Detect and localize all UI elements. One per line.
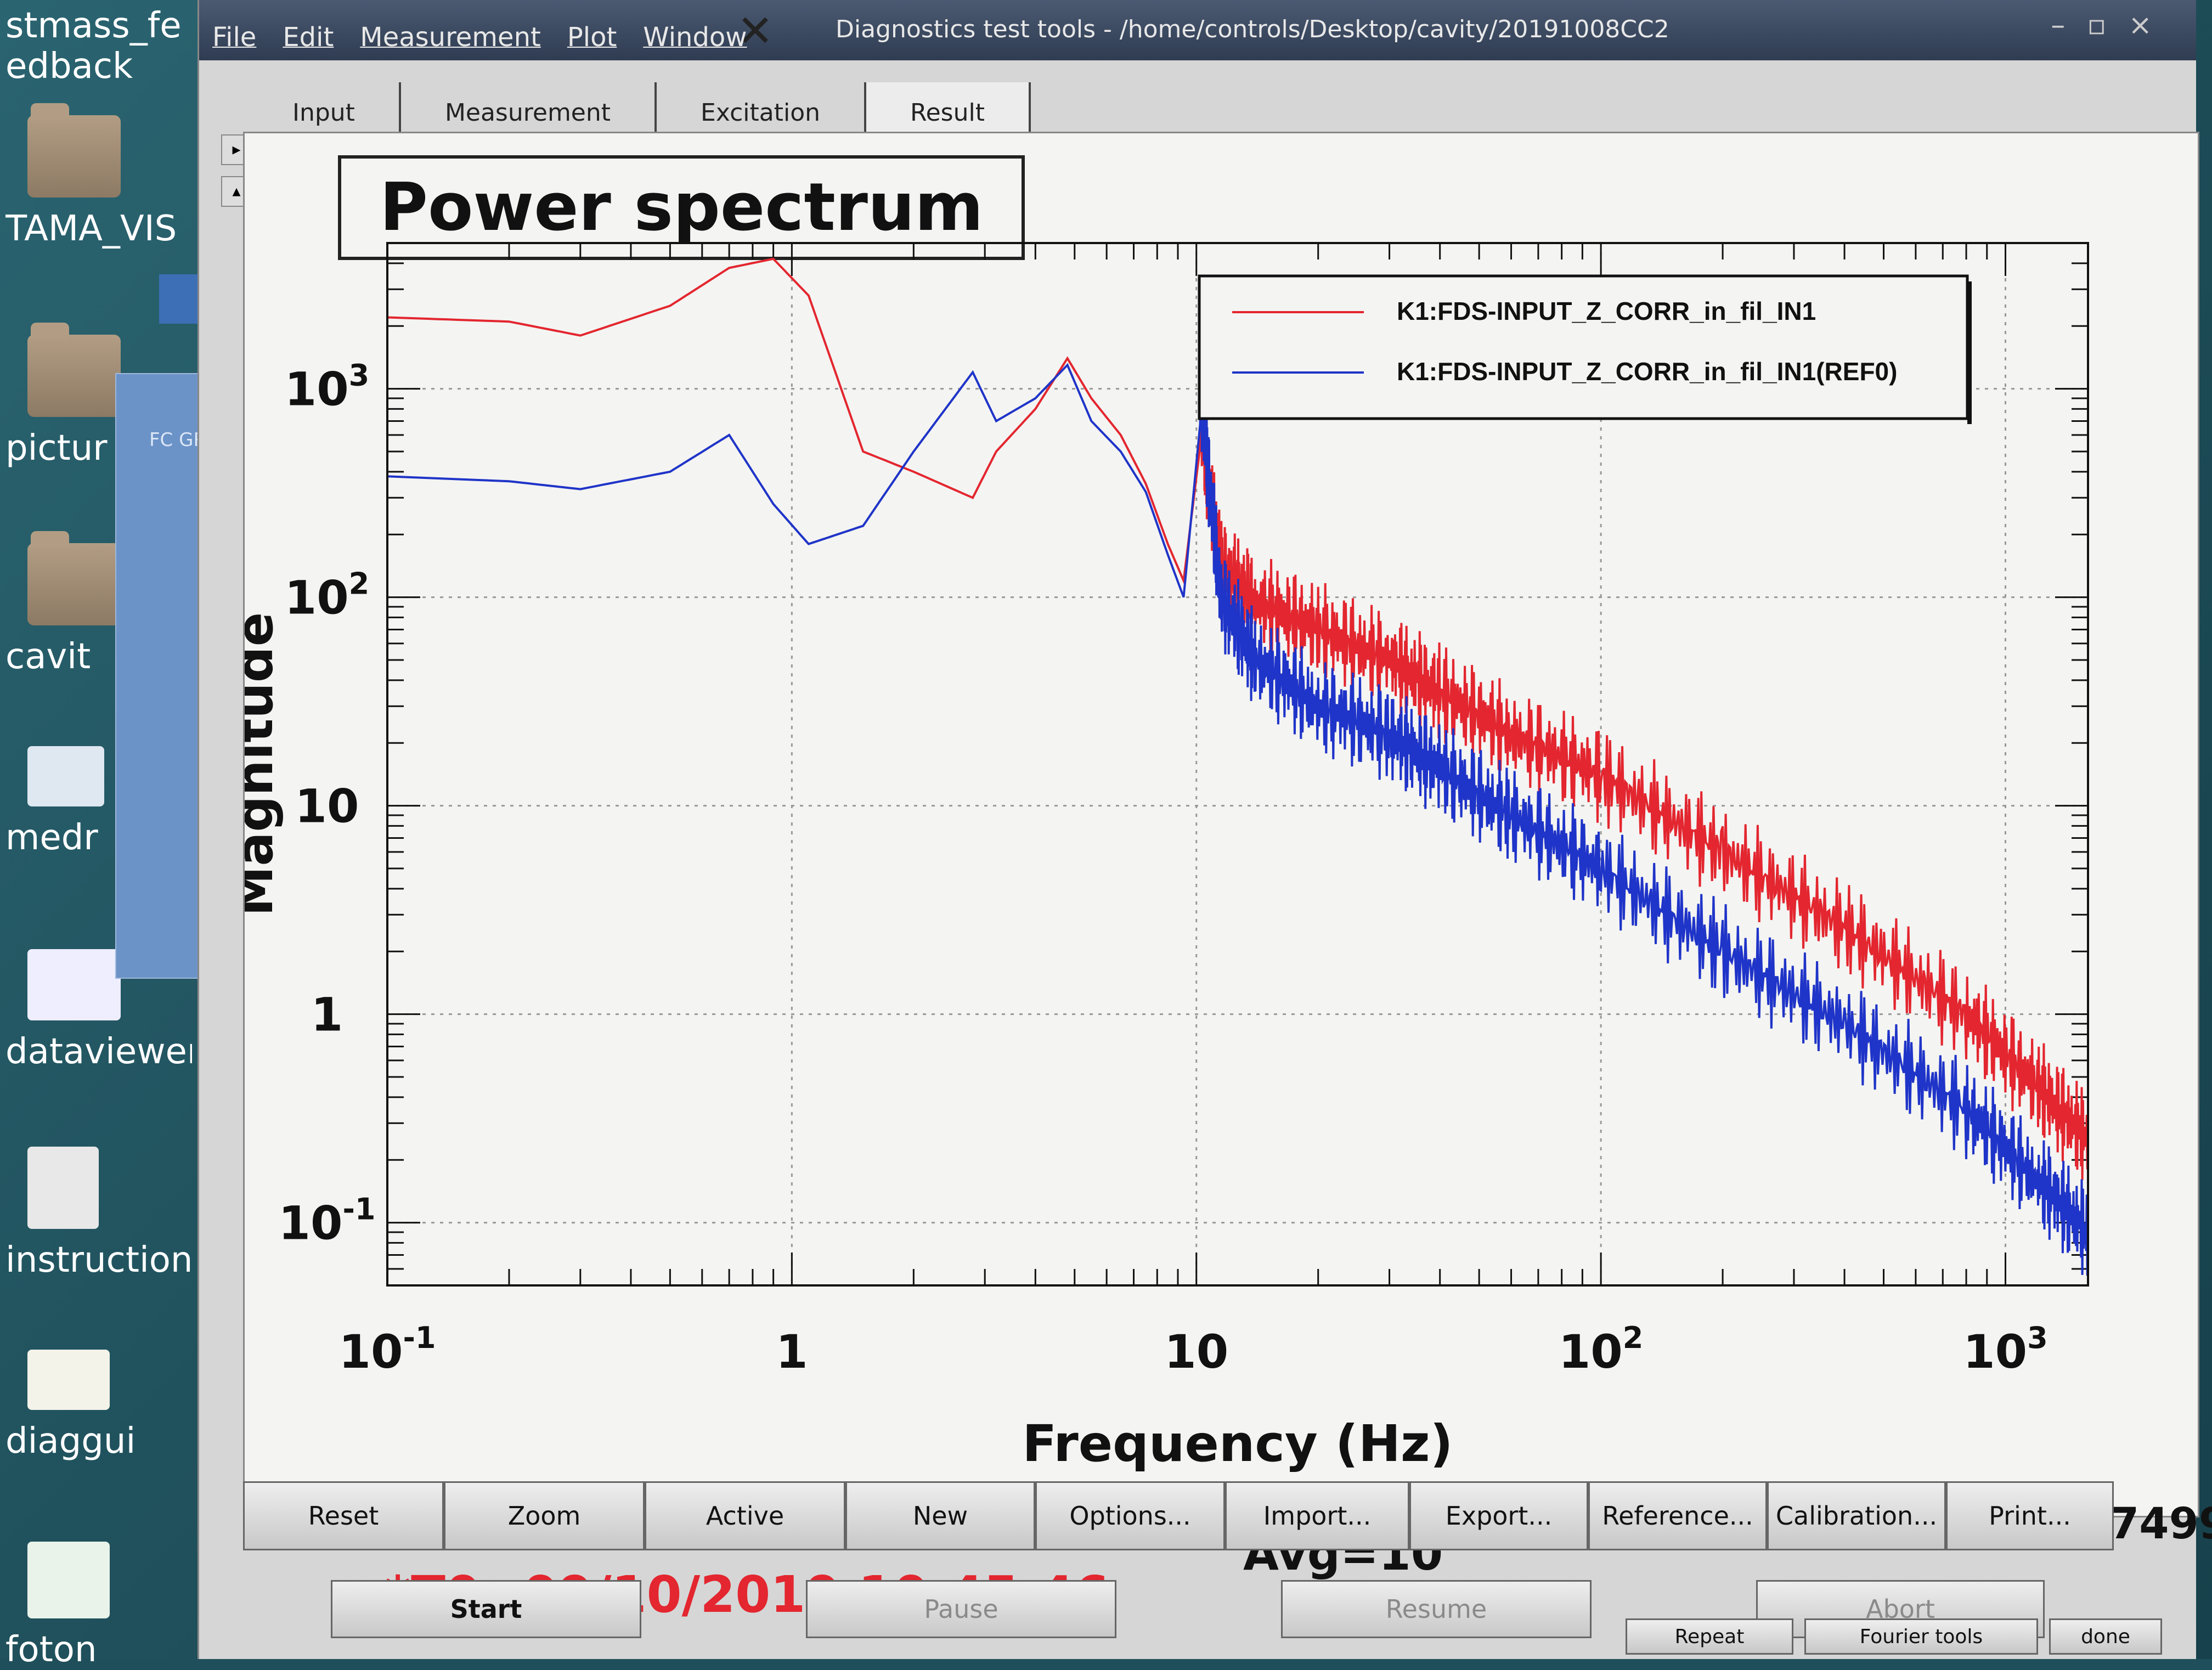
desktop-icon-label: cavit bbox=[5, 636, 91, 677]
desktop-icon-label: pictur bbox=[5, 428, 108, 469]
y-tick-label: 102 bbox=[285, 567, 369, 625]
x-tick-label: 10 bbox=[1164, 1325, 1228, 1379]
fourier-tools-status[interactable]: Fourier tools bbox=[1804, 1618, 2038, 1655]
power-spectrum-chart[interactable]: 10-1 1 10 102 103 10-1 1 10 102 103 Frequency (Hz)… bbox=[245, 133, 2198, 1516]
desktop-icon-foton[interactable]: foton bbox=[5, 1542, 192, 1670]
document-icon bbox=[27, 1147, 99, 1229]
y-tick-label: 10 bbox=[295, 780, 359, 833]
desktop-icon-pictur[interactable]: pictur bbox=[5, 323, 192, 469]
repeat-status[interactable]: Repeat bbox=[1626, 1618, 1793, 1655]
pause-button[interactable]: Pause bbox=[806, 1580, 1116, 1638]
status-row: Repeat Fourier tools done bbox=[1626, 1618, 2162, 1655]
legend-entry: K1:FDS-INPUT_Z_CORR_in_fil_IN1(REF0) bbox=[1397, 357, 1897, 386]
x-axis-label: Frequency (Hz) bbox=[1022, 1414, 1453, 1473]
window-controls[interactable]: –▫× bbox=[2051, 9, 2174, 42]
export-button[interactable]: Export... bbox=[1409, 1481, 1588, 1550]
legend-shadow bbox=[1967, 281, 1972, 424]
chart-legend: K1:FDS-INPUT_Z_CORR_in_fil_IN1 K1:FDS-INP… bbox=[1198, 274, 1972, 424]
desktop-icon-stmass[interactable]: stmass_fe edback bbox=[5, 5, 192, 87]
desktop-icon-instructions[interactable]: instructions bbox=[5, 1147, 192, 1280]
done-status: done bbox=[2049, 1618, 2162, 1655]
series-line-1 bbox=[387, 257, 2089, 1180]
folder-icon bbox=[27, 103, 121, 198]
reference-button[interactable]: Reference... bbox=[1588, 1481, 1767, 1550]
legend-entry: K1:FDS-INPUT_Z_CORR_in_fil_IN1 bbox=[1397, 297, 1816, 325]
menu-bar: File Edit Measurement Plot Window bbox=[199, 22, 747, 71]
new-button[interactable]: New bbox=[845, 1481, 1035, 1550]
y-tick-label: 103 bbox=[285, 358, 369, 416]
calibration-button[interactable]: Calibration... bbox=[1767, 1481, 1946, 1550]
chart-series bbox=[387, 257, 2089, 1276]
tab-measurement[interactable]: Measurement bbox=[401, 82, 657, 143]
window-titlebar[interactable]: ✕ Diagnostics test tools - /home/control… bbox=[199, 0, 2196, 60]
y-tick-label: 1 bbox=[311, 988, 343, 1042]
triangle-icon bbox=[27, 1542, 110, 1618]
desktop-icon-tama-vis[interactable]: TAMA_VIS bbox=[5, 103, 192, 249]
desktop-icon-medr[interactable]: medr bbox=[5, 746, 192, 858]
x-icon: ✕ bbox=[737, 5, 774, 57]
chart-labels: 10-1 1 10 102 103 10-1 1 10 102 103 Frequency (Hz)… bbox=[245, 358, 2048, 1473]
tab-input[interactable]: Input bbox=[249, 82, 401, 143]
plot-pad[interactable]: Power spectrum 10-1 1 10 102 103 10-1 1 10 102 10… bbox=[243, 132, 2212, 1624]
x-tick-label: 1 bbox=[776, 1325, 808, 1379]
menu-plot[interactable]: Plot bbox=[567, 22, 617, 53]
menu-file[interactable]: File bbox=[212, 22, 257, 53]
resume-button[interactable]: Resume bbox=[1281, 1580, 1592, 1638]
y-tick-label: 10-1 bbox=[279, 1192, 376, 1250]
chart-icon bbox=[27, 949, 121, 1020]
desktop-icon-label: foton bbox=[5, 1629, 97, 1670]
desktop-icon-dataviewer[interactable]: dataviewer bbox=[5, 949, 192, 1072]
chart-axes-frame bbox=[386, 242, 2089, 1287]
folder-icon bbox=[27, 323, 121, 417]
x-tick-label: 10-1 bbox=[339, 1321, 436, 1379]
desktop-icon-diaggui[interactable]: diaggui bbox=[5, 1350, 192, 1462]
menu-window[interactable]: Window bbox=[643, 22, 747, 53]
series-line-2 bbox=[387, 360, 2089, 1276]
plot-button-row: Reset Zoom Active New Options... Import.… bbox=[243, 1481, 2114, 1550]
options-button[interactable]: Options... bbox=[1035, 1481, 1225, 1550]
folder-icon bbox=[27, 531, 121, 625]
desktop-icon-label: instructions bbox=[5, 1240, 192, 1280]
background-window-label: FC GR bbox=[149, 429, 207, 451]
import-button[interactable]: Import... bbox=[1225, 1481, 1409, 1550]
print-button[interactable]: Print... bbox=[1946, 1481, 2114, 1550]
window-title: Diagnostics test tools - /home/controls/… bbox=[836, 15, 1669, 43]
desktop-icon-label: TAMA_VIS bbox=[5, 208, 177, 249]
desktop-icon-label: stmass_fe edback bbox=[5, 5, 182, 87]
zoom-button[interactable]: Zoom bbox=[444, 1481, 645, 1550]
y-axis-label: Magnitude bbox=[245, 612, 284, 916]
desktop-icon-label: dataviewer bbox=[5, 1031, 192, 1072]
reset-button[interactable]: Reset bbox=[243, 1481, 444, 1550]
desktop-icon-label: medr bbox=[5, 817, 98, 858]
x-tick-label: 103 bbox=[1963, 1321, 2047, 1379]
chart-ticks bbox=[386, 242, 2088, 1287]
x-tick-label: 102 bbox=[1559, 1321, 1643, 1379]
menu-edit[interactable]: Edit bbox=[283, 22, 334, 53]
menu-measurement[interactable]: Measurement bbox=[360, 22, 541, 53]
legend-box bbox=[1198, 274, 1969, 420]
active-button[interactable]: Active bbox=[645, 1481, 845, 1550]
tab-excitation[interactable]: Excitation bbox=[657, 82, 866, 143]
app-window-icon bbox=[27, 746, 104, 806]
desktop-icon-cavit[interactable]: cavit bbox=[5, 531, 192, 677]
presentation-icon bbox=[27, 1350, 110, 1410]
diagnostics-window: ✕ Diagnostics test tools - /home/control… bbox=[198, 0, 2212, 1659]
start-button[interactable]: Start bbox=[331, 1580, 641, 1638]
desktop-icon-label: diaggui bbox=[5, 1421, 136, 1462]
